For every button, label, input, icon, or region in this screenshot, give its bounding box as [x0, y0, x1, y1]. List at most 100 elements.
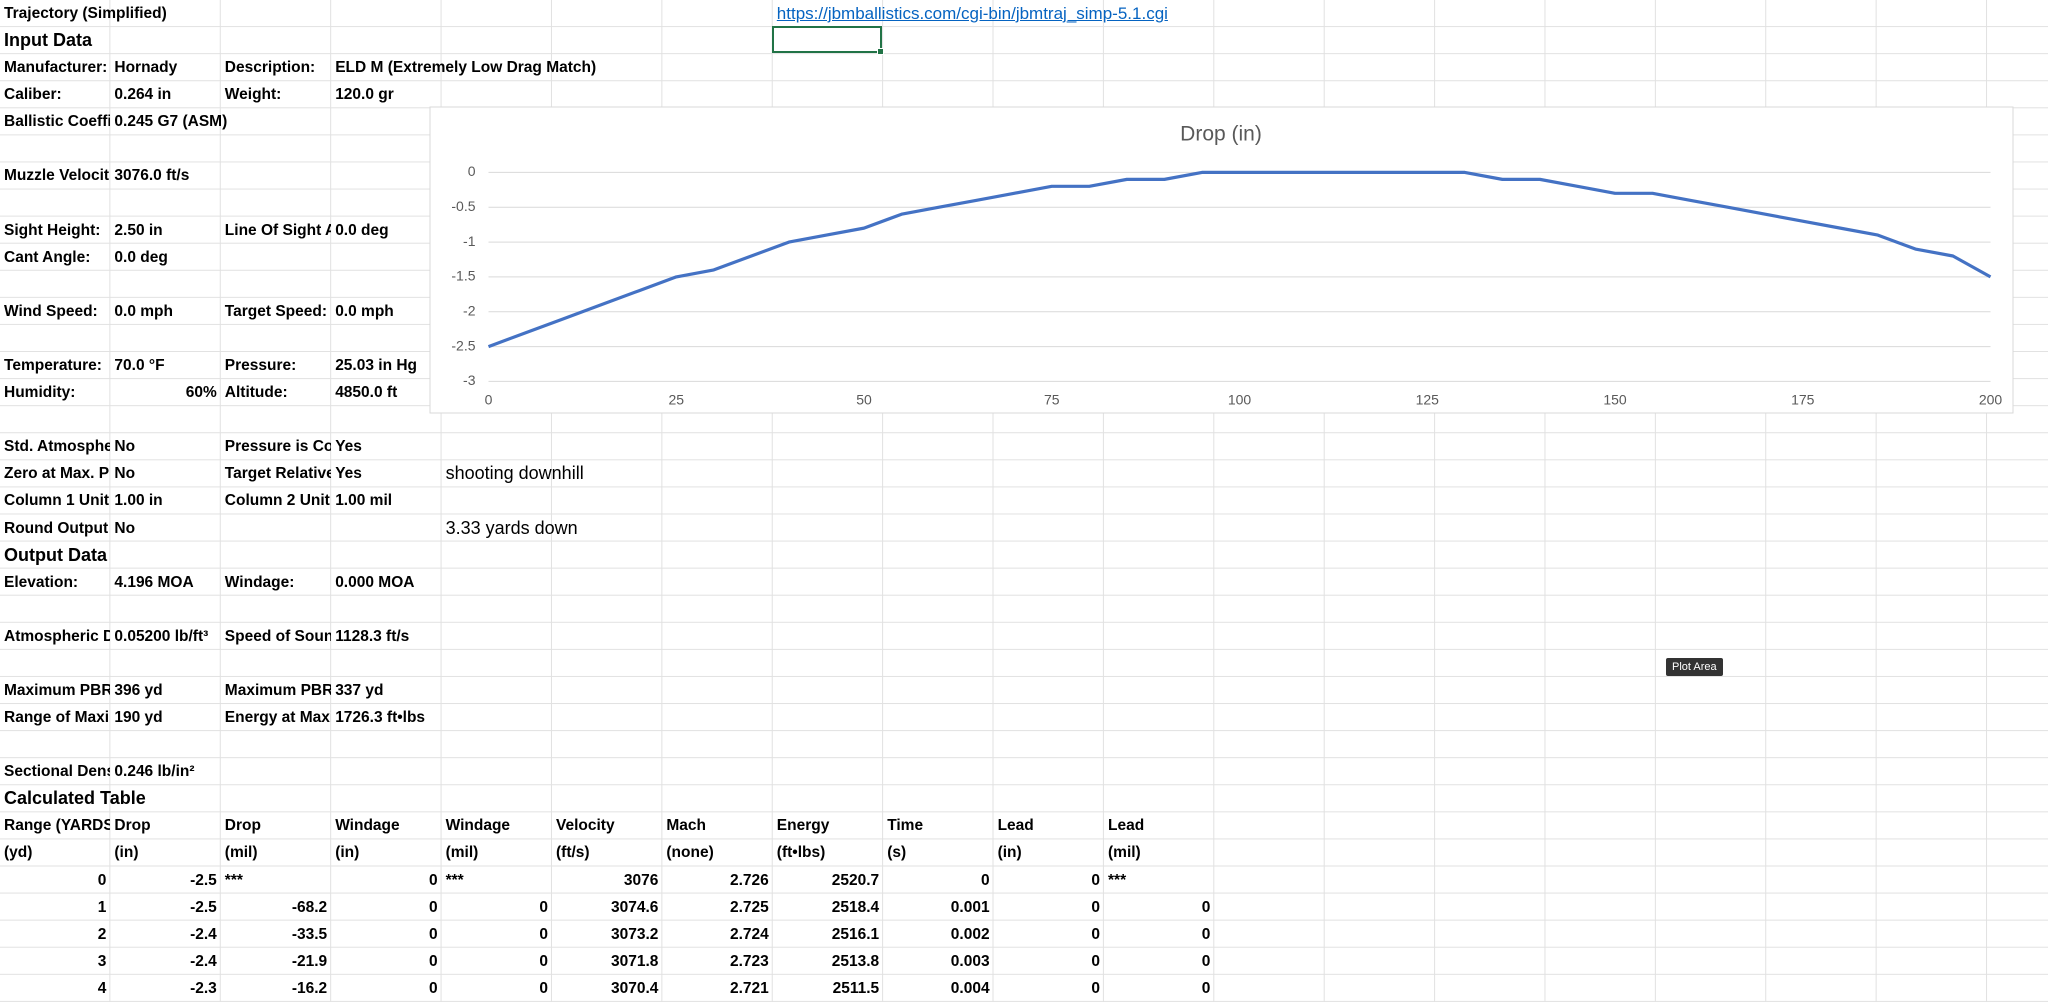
cell: 0	[539, 925, 548, 943]
cell: 190 yd	[114, 709, 163, 727]
cell: -68.2	[291, 898, 328, 916]
cell: 2.725	[729, 898, 769, 916]
cell: 120.0 gr	[335, 86, 394, 104]
cell: 0	[539, 898, 548, 916]
cell: Std. Atmosphe	[4, 438, 111, 456]
cell: (in)	[114, 844, 139, 862]
chart-area	[429, 106, 2014, 414]
chart-title: Drop (in)	[1180, 123, 1262, 146]
cell: Description:	[224, 59, 316, 77]
cell: 0.245 G7 (ASM)	[114, 113, 228, 131]
cell: Energy	[776, 817, 830, 835]
line	[487, 170, 1992, 349]
cell: Altitude:	[224, 384, 288, 402]
cell: 0	[428, 979, 438, 997]
cell: Column 1 Unit	[4, 492, 110, 510]
cell: 3071.8	[610, 952, 659, 970]
cell: 2511.5	[832, 979, 880, 997]
cell: 2.723	[729, 952, 769, 970]
y-tick-label: -1.5	[451, 268, 475, 284]
cell: ***	[445, 871, 464, 889]
cell: 1	[97, 898, 107, 916]
cell: 1726.3 ft•lbs	[335, 709, 426, 727]
cell: Hornady	[114, 59, 178, 77]
cell: Drop	[114, 817, 151, 835]
x-tick-label: 100	[1228, 392, 1252, 408]
cell: Weight:	[224, 86, 282, 104]
cell: 0.264 in	[114, 86, 172, 104]
cell: 0	[428, 952, 438, 970]
x-tick-label: 175	[1791, 392, 1815, 408]
cell: No	[114, 519, 136, 537]
cell: Target Speed:	[224, 302, 327, 320]
y-tick-label: 0	[468, 163, 476, 179]
cell: (ft/s)	[556, 844, 590, 862]
cell: -33.5	[291, 925, 328, 943]
cell: -2.4	[190, 925, 217, 943]
cell: -2.4	[190, 952, 217, 970]
cell: 2.50 in	[114, 221, 163, 239]
cell: Range (YARDS	[4, 817, 111, 835]
cell: Output Data	[4, 544, 107, 565]
cell: 2520.7	[831, 871, 880, 889]
cell: 0	[428, 925, 438, 943]
cell: 3070.4	[610, 979, 659, 997]
cell: 0.0 deg	[114, 248, 168, 266]
cell: 0	[1201, 925, 1211, 943]
cell: 337 yd	[335, 682, 384, 699]
cell: Yes	[335, 438, 362, 456]
cell: Lead	[1108, 817, 1145, 835]
cell: No	[114, 465, 136, 483]
cell: 1.00 in	[114, 492, 163, 510]
cell: 0.003	[950, 952, 990, 970]
x-tick-label: 125	[1416, 392, 1440, 408]
cell: (mil)	[1108, 844, 1141, 862]
cell: 2513.8	[831, 952, 880, 970]
cell: Yes	[335, 465, 362, 483]
cell: -2.5	[190, 898, 217, 916]
cell: Drop	[224, 817, 261, 835]
cell: 0	[1091, 925, 1100, 943]
cell: -21.9	[291, 952, 328, 970]
cell: 2	[97, 925, 107, 943]
cell: 0.0 deg	[335, 221, 389, 239]
x-tick-label: 0	[485, 392, 493, 408]
cell: 4	[97, 979, 107, 997]
cell: Round Output	[4, 519, 109, 537]
cell: 3.33 yards down	[445, 517, 578, 538]
cell: (s)	[887, 844, 907, 862]
x-tick-label: 200	[1979, 392, 2003, 408]
cell: 0	[97, 871, 107, 889]
cell: Wind Speed:	[4, 302, 98, 320]
cell: Zero at Max. P	[4, 465, 110, 483]
cell: (none)	[666, 844, 714, 862]
cell: (ft•lbs)	[776, 844, 826, 862]
cell: 0.002	[950, 925, 990, 943]
cell: -2.3	[190, 979, 217, 997]
cell: Pressure:	[224, 357, 297, 375]
cell: Caliber:	[4, 86, 62, 104]
y-tick-label: -3	[463, 372, 476, 388]
cell: Muzzle Velocit	[4, 167, 110, 185]
cell: Velocity	[556, 817, 615, 835]
cell: Input Data	[4, 30, 92, 51]
y-tick-label: -2.5	[451, 337, 475, 353]
cell: Temperature:	[4, 357, 102, 375]
cell: ***	[224, 871, 243, 889]
selected-cell[interactable]	[771, 26, 885, 56]
cell: 0	[1091, 979, 1100, 997]
cell: (yd)	[4, 844, 33, 862]
cell: 25.03 in Hg	[335, 357, 418, 375]
cell: Calculated Table	[4, 788, 146, 809]
cell: 0	[428, 871, 438, 889]
x-tick-label: 50	[856, 392, 872, 408]
cell: 0	[539, 979, 548, 997]
cell: (in)	[335, 844, 360, 862]
link[interactable]: https://jbmballistics.com/cgi-bin/jbmtra…	[776, 4, 1168, 23]
cell: 3	[97, 952, 107, 970]
cell: 60%	[185, 384, 217, 402]
cell: Windage	[445, 817, 511, 835]
cell: Sectional Dens	[4, 763, 111, 781]
cell: 2518.4	[831, 898, 880, 916]
